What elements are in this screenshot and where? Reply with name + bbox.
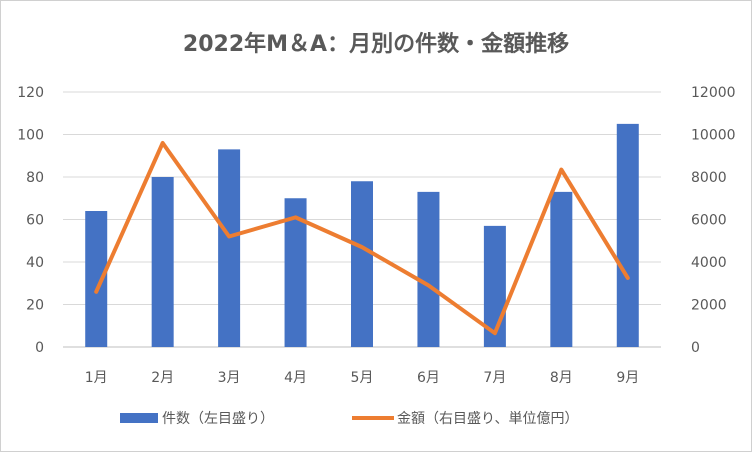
left-axis-ticks: 0 20 40 60 80 100 120 xyxy=(17,85,44,356)
right-tick-label: 12000 xyxy=(691,85,736,101)
x-tick-label: 2月 xyxy=(151,370,174,386)
right-tick-label: 8000 xyxy=(691,170,727,186)
x-tick-label: 8月 xyxy=(550,370,573,386)
bar xyxy=(550,191,573,347)
x-tick-label: 6月 xyxy=(417,370,440,386)
bar xyxy=(151,177,174,347)
x-axis-ticks: 1月 2月 3月 4月 5月 6月 7月 8月 9月 xyxy=(85,370,639,386)
x-tick-label: 9月 xyxy=(616,370,639,386)
line-series xyxy=(94,141,630,336)
bar xyxy=(284,198,307,347)
left-tick-label: 100 xyxy=(17,128,44,144)
left-tick-label: 40 xyxy=(26,255,44,271)
legend-line-label: 金額（右目盛り、単位億円） xyxy=(397,411,578,427)
legend-bar-swatch xyxy=(120,413,158,423)
bar xyxy=(218,149,241,347)
left-tick-label: 0 xyxy=(35,340,44,356)
bar xyxy=(417,191,440,347)
x-tick-label: 3月 xyxy=(218,370,241,386)
right-tick-label: 10000 xyxy=(691,128,736,144)
x-tick-label: 1月 xyxy=(85,370,108,386)
legend-bar-label: 件数（左目盛り） xyxy=(162,411,274,427)
bar xyxy=(616,123,639,347)
right-tick-label: 2000 xyxy=(691,298,727,314)
right-tick-label: 6000 xyxy=(691,213,727,229)
x-tick-label: 5月 xyxy=(351,370,374,386)
left-tick-label: 80 xyxy=(26,170,44,186)
chart-title: 2022年M＆A：月別の件数・金額推移 xyxy=(183,31,569,57)
bar xyxy=(351,181,373,347)
x-tick-label: 7月 xyxy=(483,370,506,386)
x-tick-label: 4月 xyxy=(284,370,307,386)
bar-series xyxy=(85,123,639,347)
left-tick-label: 120 xyxy=(17,85,44,101)
left-tick-label: 60 xyxy=(26,213,44,229)
legend: 件数（左目盛り） 金額（右目盛り、単位億円） xyxy=(120,411,578,427)
right-tick-label: 0 xyxy=(691,340,700,356)
right-tick-label: 4000 xyxy=(691,255,727,271)
bar xyxy=(85,211,108,347)
right-axis-ticks: 0 2000 4000 6000 8000 10000 12000 xyxy=(691,85,736,356)
left-tick-label: 20 xyxy=(26,298,44,314)
